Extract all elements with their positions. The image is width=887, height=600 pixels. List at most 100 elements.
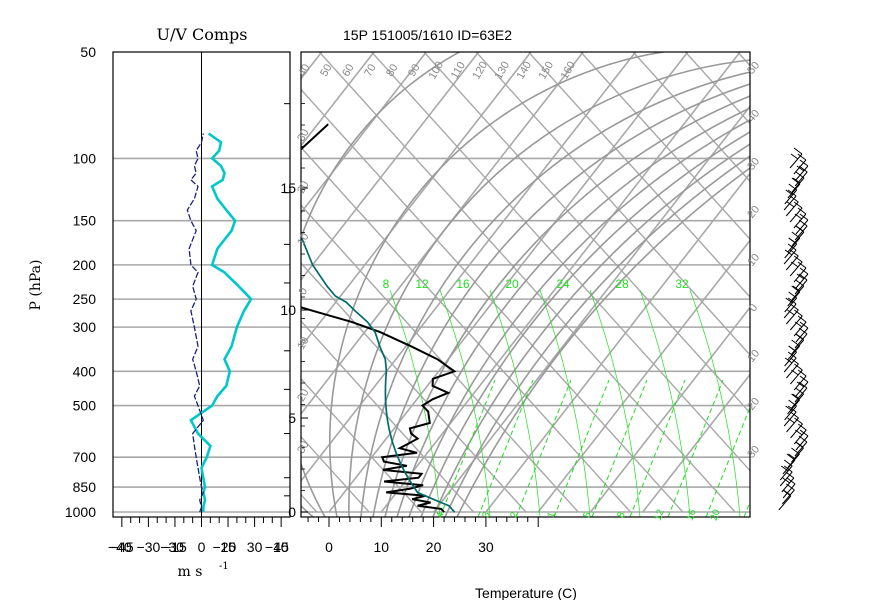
skewt-diagonal xyxy=(422,52,750,414)
skewt-isotherm xyxy=(432,105,750,513)
wind-barb-flag xyxy=(799,267,809,275)
moist-adiabat-curve xyxy=(639,289,691,517)
uv-x-tick-label: 45 xyxy=(273,539,289,555)
wind-barb xyxy=(791,441,804,463)
isotherm-label-top: 90 xyxy=(406,62,423,79)
wind-barb-staff xyxy=(784,297,798,313)
wind-barb-flag xyxy=(788,345,797,353)
wind-barb-flag xyxy=(799,213,809,221)
wind-barb-staff xyxy=(782,459,796,475)
wind-barb-flag xyxy=(791,285,801,293)
wind-barb-flag xyxy=(791,447,800,455)
wind-barb xyxy=(789,147,803,169)
skewt-diagonal xyxy=(301,146,632,513)
height-tick-label: 5 xyxy=(288,410,296,426)
wind-barb xyxy=(794,165,808,187)
wind-barb xyxy=(795,375,809,397)
wind-barb-staff xyxy=(791,285,805,301)
dry-adiabat-arc xyxy=(444,155,750,517)
wind-barb-flag xyxy=(782,477,791,484)
isotherm-label-top: 50 xyxy=(318,62,335,79)
wind-barb-flag xyxy=(785,471,795,479)
wind-barb-flag xyxy=(792,177,801,184)
wind-barb xyxy=(785,303,799,325)
wind-barb-staff xyxy=(779,471,793,487)
wind-barb-flag xyxy=(793,201,803,209)
wind-barb-staff xyxy=(795,381,809,397)
wind-barb-flag xyxy=(798,381,808,389)
moist-adiabat-curve xyxy=(589,289,641,517)
isotherm-label-left: 10 xyxy=(295,231,312,248)
wind-barb xyxy=(787,447,800,469)
uv-x-tick-label: 0 xyxy=(198,539,206,555)
wind-barb-flag xyxy=(792,393,800,400)
height-tick-label: 0 xyxy=(288,504,296,520)
wind-barb-flag xyxy=(790,357,799,365)
wind-barb xyxy=(791,387,805,409)
wind-barb xyxy=(794,273,808,295)
mixing-ratio-line xyxy=(477,379,534,517)
mixing-ratio-label-bottom: 1 xyxy=(546,510,558,519)
wind-barb xyxy=(795,267,809,289)
mixing-ratio-label: 12 xyxy=(415,277,429,291)
dry-adiabat-arc xyxy=(420,131,750,517)
dewpoint-profile-line xyxy=(301,233,456,513)
pressure-tick-label-200: 200 xyxy=(73,257,97,273)
wind-barb-staff xyxy=(794,225,808,241)
wind-barb-flag xyxy=(788,237,798,245)
wind-barb xyxy=(791,333,805,355)
wind-barb-flag xyxy=(795,333,805,341)
wind-barb-staff xyxy=(785,201,799,217)
wind-barb xyxy=(784,399,797,421)
wind-barb-flag xyxy=(788,291,797,299)
wind-barb-flag xyxy=(794,417,803,425)
uv-x-tick-label: 15 xyxy=(220,539,236,555)
wind-barb-staff xyxy=(789,261,803,277)
wind-barb-flag xyxy=(787,297,797,305)
wind-barb-staff xyxy=(794,333,808,349)
wind-barb-staff xyxy=(795,273,809,289)
dry-adiabat-arc xyxy=(432,143,750,517)
wind-barb-staff xyxy=(787,291,801,307)
skewt-series-group xyxy=(301,123,457,513)
skewt-diagonal xyxy=(301,493,318,513)
wind-barb-staff xyxy=(784,243,798,259)
wind-barb-flag xyxy=(782,489,792,497)
isotherm-label-top: 100 xyxy=(427,60,447,82)
isotherm-label-left: 30 xyxy=(295,439,312,456)
wind-barb-flag xyxy=(795,225,805,233)
wind-barb-flag xyxy=(797,423,807,431)
skewt-isotherm xyxy=(301,52,427,214)
wind-barb-staff xyxy=(794,279,808,295)
wind-barb-flag xyxy=(780,465,789,472)
wind-barb xyxy=(782,477,796,499)
height-tick-label: 10 xyxy=(280,302,296,318)
isotherm-label-left: 10 xyxy=(295,335,312,352)
wind-barb-flag xyxy=(794,429,803,436)
wind-barb-staff xyxy=(778,495,792,511)
wind-barb-staff xyxy=(794,171,808,187)
wind-barb-staff xyxy=(787,237,801,253)
wind-barb-flag xyxy=(789,195,799,203)
wind-barb-flag xyxy=(786,477,796,485)
wind-barb-flag xyxy=(798,165,808,173)
height-tick-label: 15 xyxy=(280,180,296,196)
mixing-ratio-line xyxy=(439,379,496,517)
wind-barb-flag xyxy=(797,207,807,215)
wind-barb-flag xyxy=(794,309,803,317)
skewt-isotherm xyxy=(485,172,750,513)
isotherm-label-left: 0 xyxy=(297,286,310,297)
isotherm-label-left: 30 xyxy=(295,127,312,144)
pressure-tick-label-700: 700 xyxy=(73,449,97,465)
wind-barb-flag xyxy=(787,243,797,251)
moist-adiabat-curve xyxy=(689,289,741,517)
skewt-diagonal xyxy=(0,0,212,512)
wind-barb xyxy=(782,453,796,475)
wind-barb-flag xyxy=(794,213,803,220)
isotherm-label-top: 40 xyxy=(296,62,313,79)
wind-barb xyxy=(784,345,798,367)
skewt-title: 15P 151005/1610 ID=63E2 xyxy=(343,27,512,43)
wind-barb-flag xyxy=(788,453,796,460)
pressure-tick-label-500: 500 xyxy=(73,398,97,414)
